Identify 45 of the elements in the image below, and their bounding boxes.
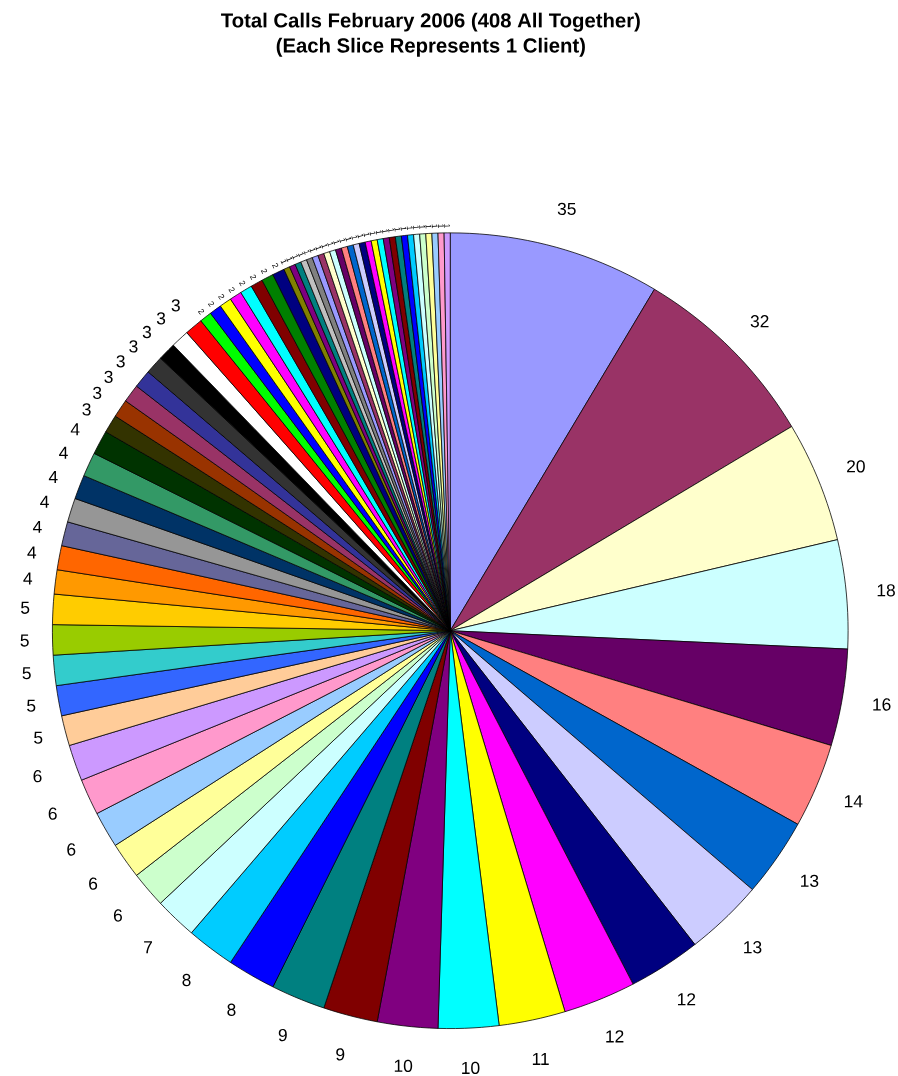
data-label: 9 bbox=[336, 1048, 345, 1061]
data-label: 4 bbox=[40, 495, 50, 508]
data-label: 16 bbox=[873, 698, 891, 711]
data-label: 5 bbox=[21, 601, 30, 614]
data-label: 5 bbox=[22, 667, 31, 680]
data-label: 11 bbox=[533, 1052, 549, 1065]
data-label: 32 bbox=[750, 315, 769, 328]
data-label: 6 bbox=[89, 877, 98, 890]
data-label: 3 bbox=[157, 312, 166, 325]
data-label: 4 bbox=[23, 572, 33, 585]
data-label: 6 bbox=[67, 843, 76, 856]
data-label: 8 bbox=[182, 973, 191, 987]
data-label: 14 bbox=[845, 795, 863, 808]
data-label: 3 bbox=[82, 403, 91, 416]
data-label: 18 bbox=[877, 584, 896, 597]
data-label: 4 bbox=[27, 546, 37, 559]
data-label: 3 bbox=[116, 355, 125, 368]
data-label: 5 bbox=[20, 634, 29, 647]
data-label: 5 bbox=[27, 699, 36, 712]
data-label: 10 bbox=[395, 1059, 413, 1072]
data-label: 6 bbox=[33, 770, 42, 783]
data-label: 13 bbox=[744, 941, 762, 954]
data-label: 7 bbox=[144, 941, 153, 954]
data-label: 3 bbox=[104, 370, 113, 383]
data-label: 6 bbox=[114, 909, 123, 922]
data-label: 9 bbox=[278, 1028, 287, 1042]
data-label: 20 bbox=[847, 460, 866, 473]
data-label: 4 bbox=[49, 470, 58, 483]
data-label: 3 bbox=[129, 340, 138, 353]
data-label: 5 bbox=[34, 731, 43, 744]
data-label: 12 bbox=[678, 993, 696, 1006]
data-label: 3 bbox=[171, 299, 181, 312]
data-label: 8 bbox=[227, 1003, 236, 1016]
data-label: 13 bbox=[801, 874, 819, 887]
chart-title: Total Calls February 2006 (408 All Together) bbox=[221, 12, 641, 32]
data-label: 3 bbox=[142, 325, 152, 339]
data-label: 4 bbox=[70, 423, 80, 436]
data-label: 4 bbox=[59, 446, 69, 459]
chart-subtitle: (Each Slice Represents 1 Client) bbox=[276, 37, 586, 57]
data-label: 10 bbox=[462, 1061, 480, 1075]
data-label: 6 bbox=[48, 807, 57, 820]
data-label: 3 bbox=[93, 386, 102, 400]
data-label: 35 bbox=[557, 202, 576, 216]
data-label: 12 bbox=[606, 1030, 624, 1043]
data-label: 4 bbox=[33, 520, 42, 533]
